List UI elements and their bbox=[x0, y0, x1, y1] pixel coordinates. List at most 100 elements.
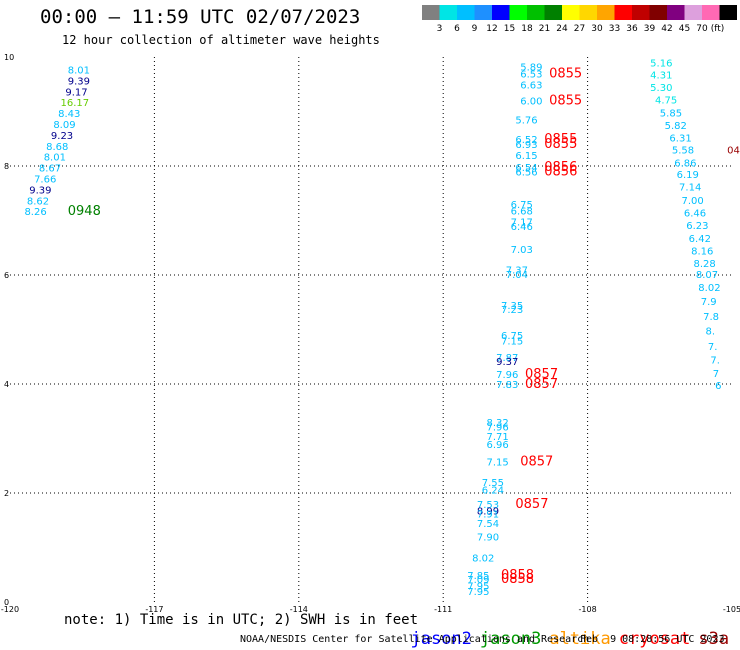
colorbar-swatch bbox=[422, 5, 440, 20]
wave-height-point: 16.17 bbox=[61, 98, 90, 109]
wave-height-point: 6.46 bbox=[511, 222, 533, 233]
wave-height-point: 9.37 bbox=[496, 357, 518, 368]
colorbar-swatch bbox=[457, 5, 475, 20]
x-tick-label: -114 bbox=[290, 605, 308, 614]
wave-height-point: 5.89 bbox=[520, 62, 542, 73]
wave-height-point: 8.01 bbox=[68, 66, 90, 77]
wave-height-point: 7.95 bbox=[467, 582, 489, 593]
wave-height-point: 5.85 bbox=[660, 109, 682, 120]
pass-time-label: 0857 bbox=[520, 454, 553, 469]
wave-height-point: 5.16 bbox=[650, 58, 672, 69]
wave-height-point: 5.30 bbox=[650, 83, 672, 94]
wave-height-point: 7 bbox=[713, 369, 719, 380]
wave-height-point: 5.82 bbox=[665, 121, 687, 132]
colorbar-swatch bbox=[632, 5, 650, 20]
colorbar-tick: 9 bbox=[472, 24, 478, 34]
wave-height-point: 8. bbox=[706, 327, 716, 338]
y-tick-label: 2 bbox=[4, 489, 9, 498]
chart-title: 00:00 — 11:59 UTC 02/07/2023 bbox=[40, 6, 361, 28]
colorbar-tick: 36 bbox=[626, 24, 638, 34]
color-scale-bar: 3 6 9 12 15 18 21 24 27 30 33 36 39 42 45 70 (ft) bbox=[422, 5, 737, 34]
wave-height-point: 7.83 bbox=[496, 380, 518, 391]
legend-item-altika: altika bbox=[549, 629, 611, 649]
wave-height-point: 6.15 bbox=[515, 151, 537, 162]
pass-time-label: 0857 bbox=[515, 497, 548, 512]
wave-height-point: 6.93 bbox=[515, 140, 537, 151]
colorbar-swatch bbox=[544, 5, 562, 20]
colorbar-swatch bbox=[649, 5, 667, 20]
wave-height-point: 6.86 bbox=[674, 159, 696, 170]
pass-time-label: 0855 bbox=[544, 132, 577, 147]
colorbar-tick: 18 bbox=[521, 24, 533, 34]
wave-height-point: 8.02 bbox=[472, 553, 494, 564]
wave-height-point: 8.07 bbox=[696, 270, 718, 281]
wave-height-point: 8.09 bbox=[53, 120, 75, 131]
legend-item-jason2: jason2 bbox=[410, 629, 472, 649]
pass-time-label: 0858 bbox=[501, 572, 534, 587]
wave-height-point: 7.71 bbox=[487, 432, 509, 443]
pass-time-label: 0948 bbox=[68, 204, 101, 219]
wave-height-point: 6.54 bbox=[515, 163, 537, 174]
wave-height-point: 7.96 bbox=[487, 423, 509, 434]
wave-height-point: 9.39 bbox=[29, 185, 51, 196]
colorbar-tick: 6 bbox=[454, 24, 460, 34]
wave-height-point: 9.23 bbox=[51, 131, 73, 142]
wave-height-point: 4.31 bbox=[650, 70, 672, 81]
wave-height-point: 7.9 bbox=[701, 297, 717, 308]
wave-height-point: 7.55 bbox=[482, 478, 504, 489]
pass-time-label: 0857 bbox=[525, 367, 558, 382]
wave-height-point: 6.75 bbox=[501, 331, 523, 342]
wave-height-point: 7.53 bbox=[477, 500, 499, 511]
y-tick-label: 6 bbox=[4, 271, 9, 280]
wave-height-point: 8.02 bbox=[698, 283, 720, 294]
wave-height-point: 04 bbox=[727, 146, 740, 157]
wave-height-point: 6.00 bbox=[520, 97, 542, 108]
colorbar-swatch bbox=[509, 5, 527, 20]
wave-height-point: 5.76 bbox=[515, 116, 537, 127]
colorbar-swatch bbox=[492, 5, 510, 20]
wave-height-point: 6.96 bbox=[487, 440, 509, 451]
wave-height-point: 6.24 bbox=[482, 486, 504, 497]
x-tick-label: -117 bbox=[145, 605, 163, 614]
wave-height-point: 6.53 bbox=[520, 69, 542, 80]
wave-height-point: 7. bbox=[708, 342, 718, 353]
wave-height-point: 7.87 bbox=[496, 353, 518, 364]
colorbar-swatch bbox=[719, 5, 737, 20]
colorbar-tick: 30 bbox=[591, 24, 603, 34]
colorbar-tick: 39 bbox=[644, 24, 656, 34]
wave-height-point: 6.56 bbox=[515, 167, 537, 178]
wave-height-point: 8.32 bbox=[487, 418, 509, 429]
pass-time-label: 0856 bbox=[544, 160, 577, 175]
wave-height-point: 6.42 bbox=[689, 234, 711, 245]
wave-height-point: 8.28 bbox=[693, 259, 715, 270]
x-tick-label: -120 bbox=[1, 605, 19, 614]
colorbar-swatch bbox=[562, 5, 580, 20]
satellite-legend: jason2 jason3 altika cryosat s3a bbox=[390, 609, 737, 649]
wave-height-point: 7.91 bbox=[477, 510, 499, 521]
colorbar-tick: 45 bbox=[679, 24, 690, 34]
wave-height-point: 7.15 bbox=[487, 457, 509, 468]
x-tick-label: -105 bbox=[723, 605, 740, 614]
colorbar-swatch bbox=[597, 5, 615, 20]
y-tick-label: 4 bbox=[4, 380, 9, 389]
pass-time-label: 0855 bbox=[549, 94, 582, 109]
y-tick-label: 8 bbox=[4, 162, 9, 171]
colorbar-swatch bbox=[439, 5, 457, 20]
colorbar-tick: 42 bbox=[661, 24, 672, 34]
pass-time-label: 0858 bbox=[501, 568, 534, 583]
wave-height-point: 7.35 bbox=[501, 301, 523, 312]
wave-height-point: 7.54 bbox=[477, 519, 499, 530]
wave-height-point: 7.96 bbox=[496, 370, 518, 381]
wave-height-point: 7.14 bbox=[679, 183, 701, 194]
colorbar-swatch bbox=[527, 5, 545, 20]
wave-height-point: 8.01 bbox=[44, 153, 66, 164]
wave-height-point: 6.68 bbox=[511, 207, 533, 218]
colorbar-tick: 24 bbox=[556, 24, 568, 34]
wave-height-point: 6.31 bbox=[669, 134, 691, 145]
wave-height-point: 7.85 bbox=[467, 571, 489, 582]
wave-height-point: 7.95 bbox=[467, 587, 489, 598]
wave-height-point: 7.15 bbox=[501, 336, 523, 347]
wave-height-point: 8.67 bbox=[39, 164, 61, 175]
wave-height-point: 9.17 bbox=[65, 87, 87, 98]
